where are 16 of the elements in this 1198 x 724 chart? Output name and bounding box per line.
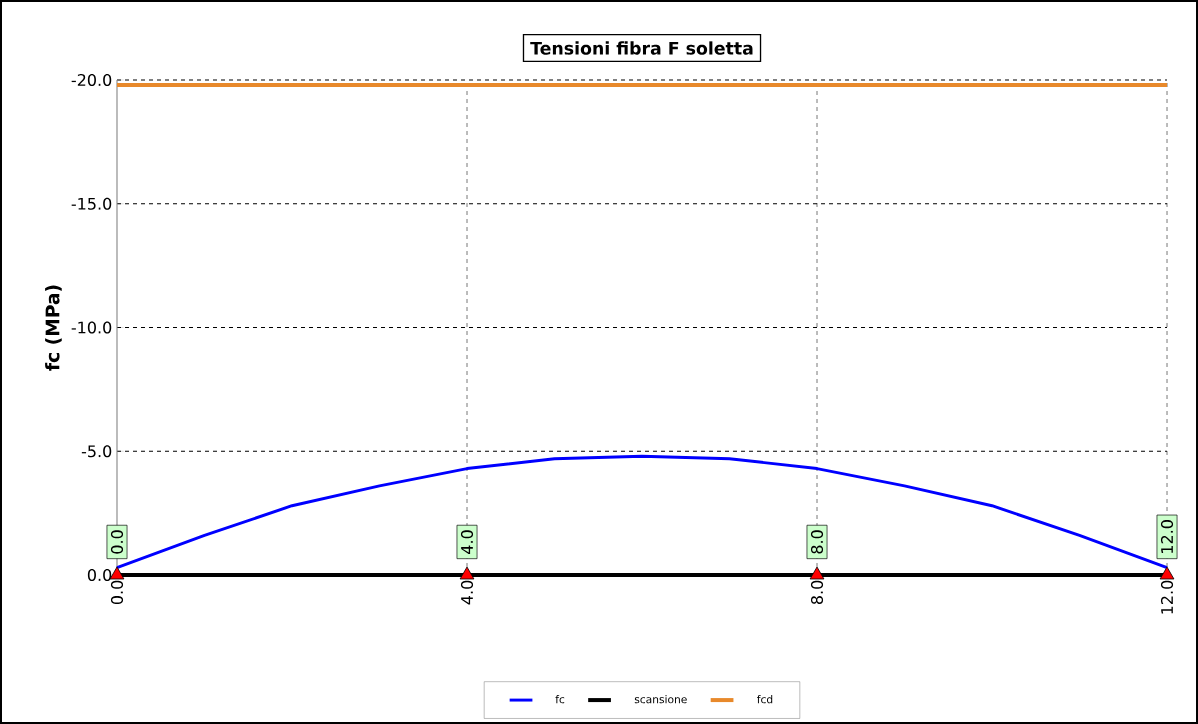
y-tick-label: 0.0 [87,568,112,582]
legend-label: fc [555,695,565,704]
x-tick-label: 4.0 [460,530,474,554]
x-tick-label: 12.0 [1160,520,1174,553]
x-tick-label: 8.0 [810,530,824,554]
legend-label: fcd [757,695,773,704]
y-axis-title: fc (MPa) [45,285,62,371]
y-tick-label: -5.0 [81,445,112,458]
y-tick-label: -10.0 [71,321,112,334]
annotation: 4.0 [460,580,474,605]
annotation: 12.0 [1160,580,1174,614]
annotation: 8.0 [810,580,824,605]
legend-label: scansione [634,695,687,704]
y-tick-label: -15.0 [71,197,112,210]
chart-title: Tensioni fibra F soletta [530,41,753,55]
y-tick-label: -20.0 [71,73,112,87]
